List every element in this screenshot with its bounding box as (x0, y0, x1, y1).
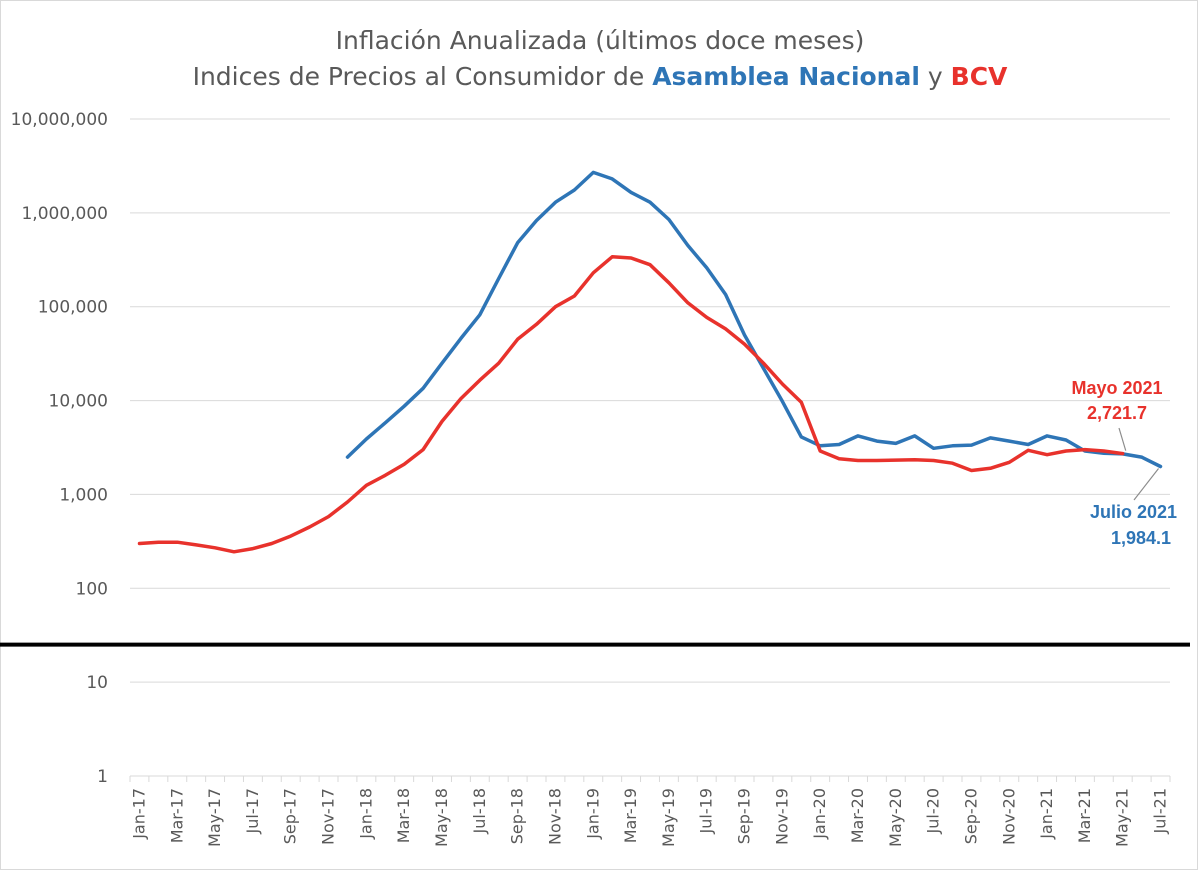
series-line-bcv (137, 255, 1125, 554)
x-tick-label: Sep-18 (508, 788, 527, 844)
x-tick-label: Mar-18 (394, 788, 413, 843)
y-tick-label: 100,000 (38, 298, 108, 318)
x-tick-label: Jul-19 (697, 788, 716, 834)
chart-title: Inflación Anualizada (últimos doce meses… (0, 26, 1200, 55)
an-annotation-value: 1,984.1 (1111, 528, 1171, 548)
y-tick-label: 1,000,000 (21, 204, 108, 224)
x-tick-label: Jan-19 (583, 788, 602, 840)
annotations: Mayo 2021 2,721.7 Julio 2021 1,984.1 (1071, 378, 1177, 548)
x-tick-label: Jan-17 (129, 788, 148, 840)
bcv-annotation-month: Mayo 2021 (1071, 378, 1162, 398)
x-tick-label: Mar-17 (167, 788, 186, 843)
y-tick-label: 10,000,000 (11, 110, 108, 130)
bcv-annotation-value: 2,721.7 (1087, 403, 1147, 423)
x-tick-label: Nov-18 (545, 788, 564, 845)
x-tick-label: May-18 (432, 788, 451, 847)
subtitle-bcv: BCV (950, 62, 1008, 91)
x-tick-label: Jan-20 (810, 788, 829, 840)
x-tick-label: Nov-17 (319, 788, 338, 845)
y-tick-label: 10,000 (49, 392, 108, 412)
an-annotation-leader (1133, 468, 1160, 501)
series-line-asamblea-nacional (345, 170, 1163, 469)
x-tick-label: Jan-18 (356, 788, 375, 840)
x-tick-label: Jul-17 (243, 788, 262, 834)
bcv-annotation-leader (1118, 427, 1127, 451)
y-tick-label: 1 (97, 767, 108, 787)
subtitle-connector: y (919, 62, 951, 91)
x-tick-label: Jul-20 (924, 788, 943, 834)
series-lines (137, 170, 1163, 554)
gridlines (129, 118, 1171, 782)
x-tick-label: Sep-20 (961, 788, 980, 844)
y-tick-label: 100 (76, 579, 108, 599)
x-tick-label: Jul-21 (1151, 788, 1170, 834)
x-tick-label: Jul-18 (470, 788, 489, 834)
subtitle-asamblea-nacional: Asamblea Nacional (652, 62, 920, 91)
x-tick-label: Sep-17 (281, 788, 300, 844)
x-tick-label: May-17 (205, 788, 224, 847)
x-tick-label: Nov-19 (772, 788, 791, 845)
x-tick-label: May-20 (886, 788, 905, 847)
x-tick-label: Mar-21 (1075, 788, 1094, 843)
y-tick-label: 10 (86, 673, 108, 693)
x-tick-label: Sep-19 (735, 788, 754, 844)
x-tick-label: Jan-21 (1037, 788, 1056, 840)
an-annotation-month: Julio 2021 (1090, 502, 1177, 522)
chart-subtitle: Indices de Precios al Consumidor de Asam… (0, 62, 1200, 91)
x-axis-ticks: Jan-17 Mar-17 May-17 Jul-17 Sep-17 Nov-17 Jan-… (129, 788, 1169, 847)
x-tick-label: May-21 (1113, 788, 1132, 847)
title-line-1: Inflación Anualizada (últimos doce meses… (335, 26, 865, 55)
y-axis-ticks: 1 10 100 1,000 10,000 100,000 1,000,000 10,000,… (11, 110, 108, 787)
x-tick-label: Mar-20 (848, 788, 867, 843)
x-tick-label: May-19 (659, 788, 678, 847)
x-tick-label: Mar-19 (621, 788, 640, 843)
y-tick-label: 1,000 (59, 485, 108, 505)
x-tick-label: Nov-20 (999, 788, 1018, 845)
subtitle-prefix: Indices de Precios al Consumidor de (192, 62, 653, 91)
